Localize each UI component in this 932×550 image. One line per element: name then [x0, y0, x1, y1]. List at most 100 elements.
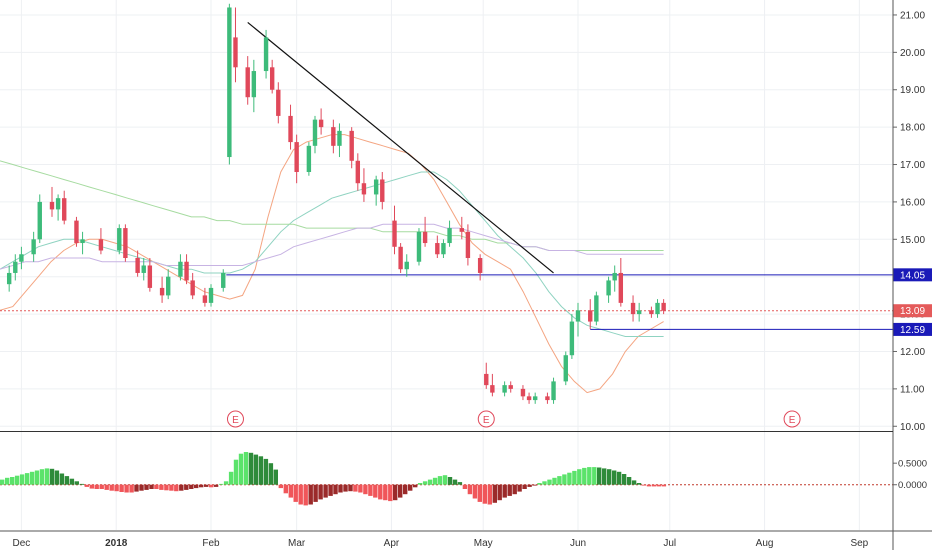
candle-57 — [508, 381, 513, 393]
candle-46 — [416, 228, 422, 266]
candle-23 — [221, 269, 226, 292]
earnings-marker-1[interactable]: E — [477, 410, 495, 428]
candle-47 — [422, 216, 428, 247]
oscillator-bar-14 — [69, 478, 75, 485]
candle-body-39 — [355, 160, 361, 184]
candle-45 — [404, 254, 409, 277]
time-label-5: May — [474, 538, 493, 549]
oscillator-bar-56 — [278, 484, 283, 489]
oscillator-bar-6 — [29, 471, 35, 485]
oscillator-bar-70 — [348, 484, 353, 492]
oscillator-bar-39 — [194, 484, 199, 489]
candle-body-48 — [435, 243, 440, 255]
oscillator-bar-100 — [497, 484, 502, 501]
candle-54 — [484, 362, 489, 389]
oscillator-bar-124 — [616, 471, 622, 485]
earnings-marker-circle-1[interactable] — [477, 410, 495, 428]
oscillator-bar-37 — [184, 484, 189, 490]
oscillator-bar-104 — [517, 484, 522, 492]
candle-body-47 — [422, 231, 428, 244]
earnings-marker-2[interactable]: E — [783, 410, 801, 428]
oscillator-bar-78 — [388, 484, 393, 502]
oscillator-bar-92 — [457, 482, 463, 485]
candle-29 — [269, 59, 275, 94]
oscillator-bar-68 — [338, 484, 343, 493]
candle-body-17 — [166, 276, 171, 296]
oscillator-bar-127 — [631, 480, 637, 485]
oscillator-bar-46 — [228, 471, 234, 485]
trendline-segment[interactable] — [247, 21, 554, 274]
candle-37 — [337, 123, 342, 158]
oscillator-bar-29 — [144, 484, 149, 490]
candle-body-22 — [208, 287, 214, 303]
level-tag-14.05[interactable] — [893, 268, 932, 282]
candle-body-45 — [404, 261, 409, 270]
candle-body-26 — [245, 67, 250, 98]
earnings-marker-0[interactable]: E — [226, 410, 244, 428]
candle-2 — [19, 246, 24, 270]
candle-body-50 — [447, 228, 452, 244]
oscillator-bar-9 — [44, 468, 50, 485]
price-tick-label-4: 17.00 — [900, 160, 925, 171]
oscillator-bar-25 — [124, 484, 129, 493]
price-tick-label-6: 15.00 — [900, 235, 925, 246]
candle-body-27 — [251, 71, 257, 98]
oscillator-bar-12 — [59, 473, 65, 485]
earnings-marker-circle-2[interactable] — [783, 410, 801, 428]
oscillator-bar-105 — [522, 484, 527, 489]
level-tag-label-1: 12.59 — [900, 325, 925, 336]
oscillator-bar-26 — [129, 484, 134, 493]
candle-30 — [276, 82, 281, 124]
level-tag-12.59[interactable] — [893, 322, 932, 336]
candle-49 — [441, 239, 446, 258]
candle-body-33 — [306, 145, 312, 172]
candle-body-51 — [459, 228, 464, 232]
oscillator-bar-122 — [607, 469, 612, 485]
candle-8 — [74, 216, 79, 247]
horizontal-levels[interactable] — [0, 274, 893, 330]
price-tick-label-10: 11.00 — [900, 384, 925, 395]
candle-body-12 — [123, 228, 128, 258]
candle-body-64 — [569, 321, 575, 356]
candle-body-49 — [441, 243, 446, 255]
oscillator-bar-34 — [169, 484, 174, 491]
oscillator-bar-115 — [572, 470, 577, 485]
oscillator-bar-40 — [199, 484, 204, 488]
oscillator-bar-128 — [636, 483, 642, 485]
oscillator-bar-3 — [14, 475, 20, 485]
candle-body-35 — [318, 119, 324, 128]
candle-body-59 — [526, 396, 532, 401]
candle-body-14 — [141, 265, 146, 273]
oscillator-bar-103 — [512, 484, 517, 495]
candle-body-55 — [490, 385, 495, 393]
candle-body-2 — [19, 254, 24, 262]
price-tick-label-11: 10.00 — [900, 422, 925, 433]
oscillator-bar-116 — [577, 469, 582, 485]
candle-body-20 — [190, 280, 195, 296]
oscillator-bar-87 — [432, 477, 438, 485]
candle-74 — [655, 299, 660, 318]
candle-body-62 — [551, 381, 556, 401]
earnings-marker-circle-0[interactable] — [226, 410, 244, 428]
candle-15 — [147, 258, 153, 292]
candle-64 — [569, 314, 575, 359]
candle-3 — [31, 231, 36, 262]
price-tick-label-9: 12.00 — [900, 347, 925, 358]
level-tag-13.09[interactable] — [893, 304, 932, 318]
oscillator-bar-131 — [651, 484, 657, 487]
oscillator-bar-32 — [159, 484, 164, 490]
candle-25 — [233, 7, 238, 83]
candle-34 — [312, 115, 318, 154]
oscillator-bar-125 — [621, 474, 627, 485]
candle-55 — [490, 373, 495, 397]
candle-33 — [306, 142, 312, 176]
oscillator-bar-83 — [413, 484, 418, 488]
oscillator-bar-111 — [552, 477, 557, 485]
candle-50 — [447, 220, 452, 247]
time-label-3: Mar — [288, 538, 306, 549]
candle-body-71 — [630, 302, 636, 315]
candle-body-38 — [349, 130, 354, 161]
trendline[interactable] — [247, 21, 554, 274]
